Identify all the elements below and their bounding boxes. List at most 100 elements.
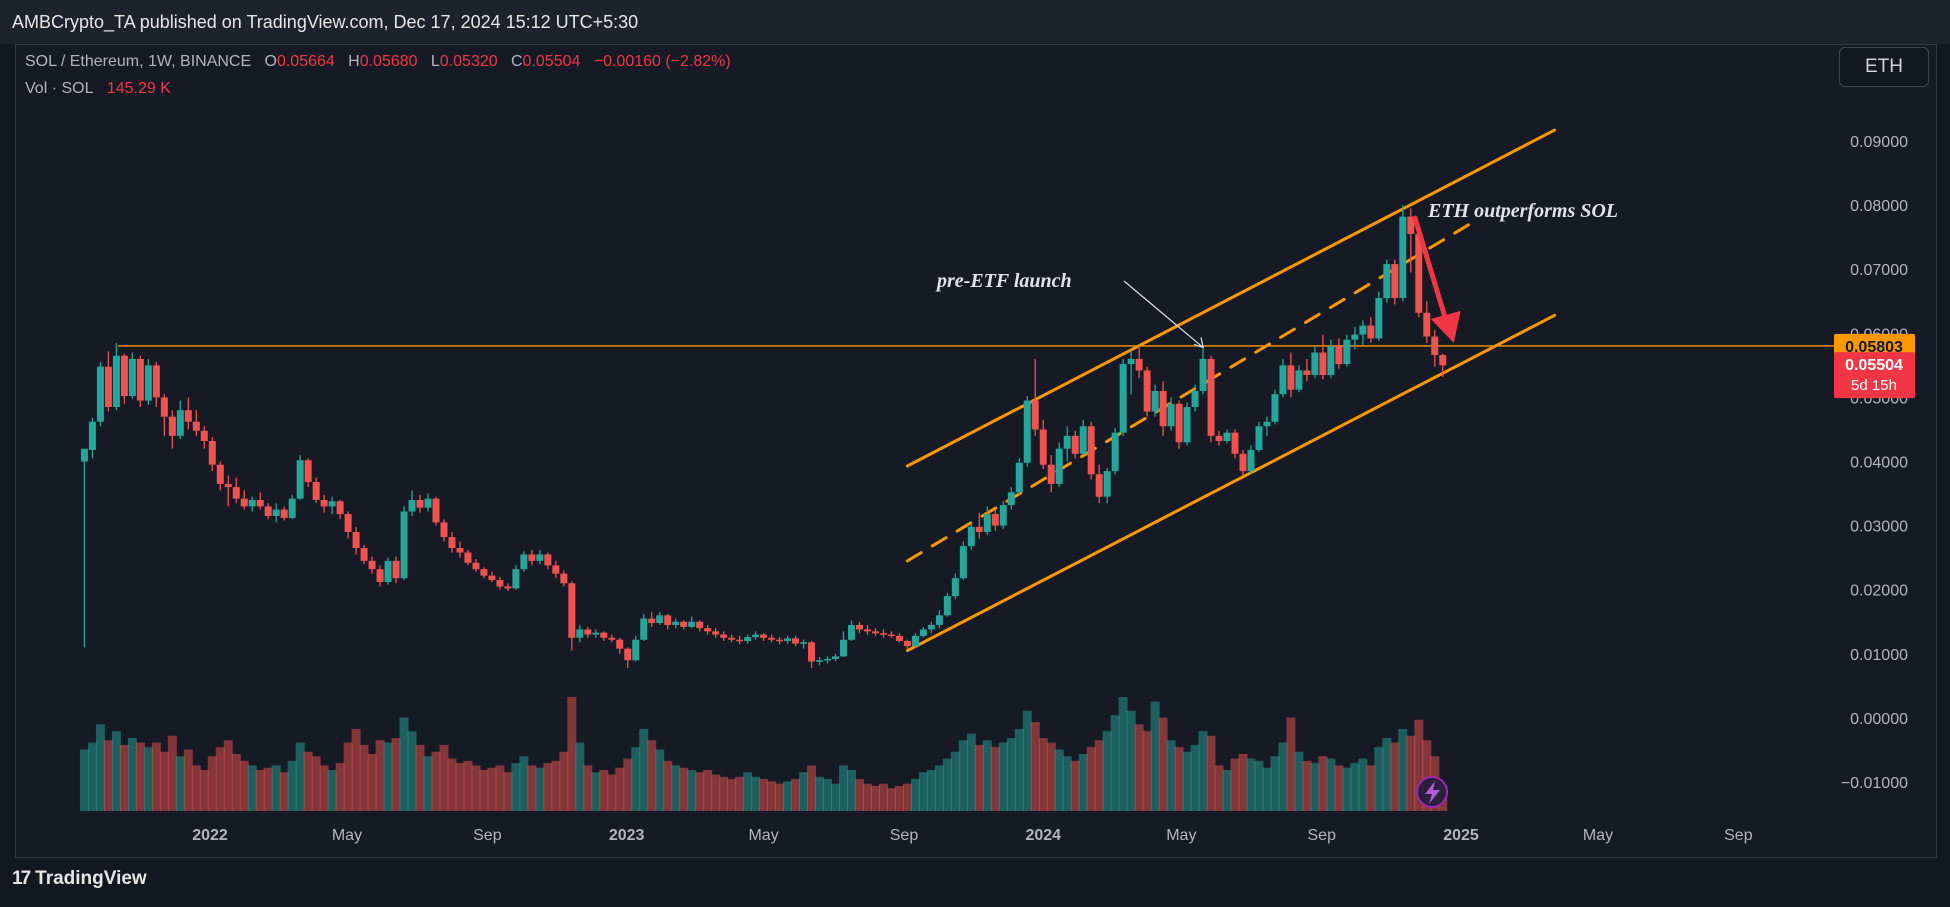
candle-body [512, 569, 520, 589]
volume-bar [479, 769, 489, 811]
volume-bar [934, 765, 944, 811]
candle-body [616, 639, 624, 649]
tradingview-brand[interactable]: 17 TradingView [12, 868, 147, 890]
tradingview-logo-icon: 17 [12, 868, 31, 889]
x-tick-label: 2022 [192, 827, 228, 844]
volume-bar [103, 740, 113, 811]
volume-bar [303, 751, 313, 811]
chart-panel[interactable] [15, 44, 1937, 858]
candle-body [152, 365, 160, 398]
candle-body [296, 460, 304, 499]
candle-body [608, 637, 616, 640]
y-tick-label: 0.04000 [1850, 455, 1908, 472]
candle-body [656, 615, 664, 624]
x-tick-label: May [1583, 827, 1613, 844]
candle-body [967, 526, 975, 547]
candle-body [1215, 435, 1223, 441]
candle-body [1407, 216, 1415, 234]
candle-body [664, 615, 672, 625]
volume-bar [591, 772, 601, 811]
volume-bar [807, 765, 817, 811]
volume-bar [791, 779, 801, 811]
candle-body [943, 596, 951, 616]
candle-body [632, 639, 640, 661]
volume-bar [191, 765, 201, 811]
symbol-label[interactable]: SOL / Ethereum, 1W, BINANCE [25, 53, 252, 70]
volume-bar [327, 769, 337, 811]
channel-upper-line [905, 128, 1557, 468]
resistance-price-label: 0.05803 [1845, 339, 1903, 356]
volume-bar [1254, 760, 1264, 811]
candle-body [975, 526, 983, 533]
volume-bar [119, 744, 129, 811]
candle-body [1087, 426, 1095, 475]
volume-bar [543, 763, 553, 811]
candle-body [1271, 394, 1279, 422]
volume-bar [367, 754, 377, 811]
candle-body [1207, 358, 1215, 436]
candle-body [544, 554, 552, 566]
volume-bar [215, 747, 225, 811]
candle-body [408, 499, 416, 512]
candle-body [1351, 334, 1359, 340]
volume-bar [391, 738, 401, 811]
candle-body [1119, 364, 1127, 433]
candle-body [600, 632, 608, 638]
volume-bar [455, 763, 465, 811]
candle-body [808, 642, 816, 662]
candle-body [824, 658, 832, 661]
annotation-pre-etf-arrowhead [1193, 337, 1204, 349]
candle-body [1183, 407, 1191, 443]
candle-body [248, 499, 256, 507]
candle-body [304, 460, 312, 483]
volume-bar [639, 728, 649, 811]
candle-body [760, 634, 768, 638]
candle-body [280, 509, 288, 518]
volume-bar [1086, 747, 1096, 811]
lightning-icon[interactable] [1416, 776, 1448, 808]
x-tick-label: 2025 [1443, 827, 1479, 844]
candle-body [1319, 352, 1327, 375]
volume-bar [135, 742, 145, 811]
volume-bar [1094, 740, 1104, 811]
volume-bar [503, 772, 513, 811]
candle-body [576, 629, 584, 638]
candle-body [768, 637, 776, 640]
volume-bar [854, 779, 864, 811]
volume-bar [870, 785, 880, 811]
candle-body [200, 430, 208, 441]
plot-area [79, 128, 1836, 811]
volume-bar [535, 767, 545, 811]
volume-bar [942, 758, 952, 811]
candle-body [1007, 492, 1015, 506]
volume-bar [695, 772, 705, 811]
candle-body [1031, 400, 1039, 430]
candle-body [360, 548, 368, 561]
candle-body [1239, 453, 1247, 472]
currency-button[interactable]: ETH [1839, 47, 1929, 87]
volume-label[interactable]: Vol · SOL [25, 80, 94, 97]
volume-bar [894, 785, 904, 811]
candle-body [1439, 355, 1447, 366]
volume-bar [599, 769, 609, 811]
volume-bar [815, 776, 825, 811]
volume-bar [1382, 738, 1392, 811]
volume-bar [359, 744, 369, 811]
candle-body [855, 624, 863, 630]
candle-body [1335, 346, 1343, 365]
candle-body [648, 618, 656, 624]
candle-body [1079, 426, 1087, 454]
volume-bar [519, 756, 529, 811]
candle-body [448, 537, 456, 549]
volume-bar [1198, 731, 1208, 811]
candle-body [736, 639, 744, 642]
candle-body [1063, 435, 1071, 449]
volume-bar [687, 769, 697, 811]
volume-bar [1206, 735, 1216, 811]
volume-bar [1374, 747, 1384, 811]
volume-bar [711, 774, 721, 811]
volume-bar [1054, 749, 1064, 811]
volume-bar [1078, 754, 1088, 811]
volume-bar [1390, 742, 1400, 811]
